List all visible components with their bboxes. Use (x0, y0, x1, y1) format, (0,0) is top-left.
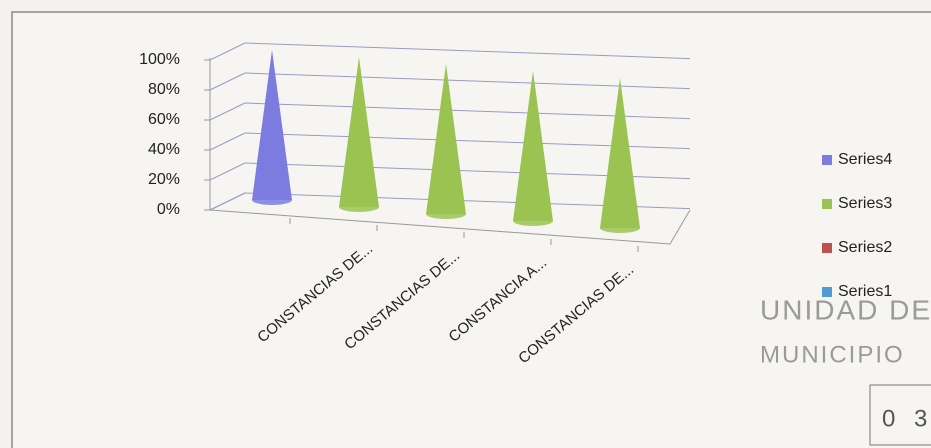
grid-line (209, 42, 246, 61)
stamp-text: UNIDAD DE (760, 294, 931, 325)
stamp-text: 0 3 (882, 405, 931, 432)
floor-edge (209, 209, 691, 245)
cone-segment (426, 64, 466, 219)
cone-segment (252, 50, 292, 205)
grid-line (209, 132, 246, 151)
cone-segment (339, 57, 379, 212)
cone-segment (600, 78, 640, 233)
legend-swatch (822, 243, 832, 253)
legend-label: Series3 (838, 195, 892, 212)
chart-border (11, 11, 931, 448)
grid-line (209, 102, 246, 121)
legend-label: Series4 (838, 151, 892, 168)
grid-line (244, 42, 691, 60)
legend-swatch (822, 155, 832, 165)
stamp-box (869, 384, 931, 446)
cone-segment (513, 71, 553, 226)
legend-swatch (822, 199, 832, 209)
legend-label: Series1 (838, 283, 892, 300)
y-tick-label: 40% (148, 141, 180, 158)
y-tick-label: 20% (148, 171, 180, 188)
y-tick-label: 0% (157, 201, 180, 218)
legend-label: Series2 (838, 239, 892, 256)
stamp-text: MUNICIPIO (760, 341, 905, 368)
grid-line (209, 72, 246, 91)
y-tick-label: 100% (139, 51, 180, 68)
y-tick-label: 60% (148, 111, 180, 128)
legend-swatch (822, 287, 832, 297)
grid-line (209, 162, 246, 181)
grid-line (244, 72, 691, 90)
y-tick-label: 80% (148, 81, 180, 98)
grid-line (209, 192, 246, 211)
